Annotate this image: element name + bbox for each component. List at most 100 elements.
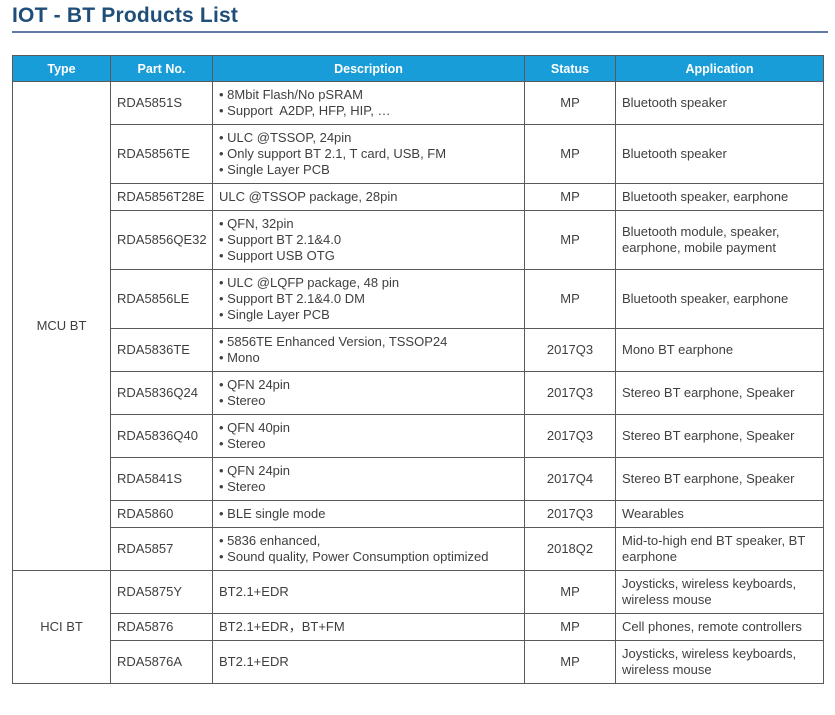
description-line: • Stereo [219, 479, 266, 494]
description-line: • ULC @LQFP package, 48 pin [219, 275, 400, 290]
part-no-cell: RDA5875Y [110, 570, 213, 614]
description-line: • Support BT 2.1&4.0 [219, 232, 342, 247]
application-cell: Stereo BT earphone, Speaker [615, 457, 824, 501]
status-cell: 2017Q4 [524, 457, 616, 501]
description-line: ULC @TSSOP package, 28pin [219, 189, 398, 204]
description-cell: • BLE single mode [212, 500, 525, 528]
description-cell: • 5836 enhanced, • Sound quality, Power C… [212, 527, 525, 571]
description-cell: • QFN, 32pin • Support BT 2.1&4.0 • Suppor… [212, 210, 525, 270]
status-cell: MP [524, 269, 616, 329]
status-cell: MP [524, 613, 616, 641]
table-row: RDA5856QE32 • QFN, 32pin • Support BT 2.1&… [13, 210, 824, 270]
description-line: • Support USB OTG [219, 248, 335, 263]
application-cell: Stereo BT earphone, Speaker [615, 371, 824, 415]
description-line: • ULC @TSSOP, 24pin [219, 130, 352, 145]
type-cell: MCU BT [12, 81, 111, 571]
description-line: • 5856TE Enhanced Version, TSSOP24 [219, 334, 448, 349]
table-row: HCI BT RDA5875Y BT2.1+EDR MP Joysticks, wire… [12, 570, 824, 684]
column-header-part-no: Part No. [110, 55, 213, 82]
status-cell: MP [524, 570, 616, 614]
table-row: RDA5836Q40 • QFN 40pin • Stereo 2017Q3 Stere… [13, 414, 824, 458]
part-no-cell: RDA5860 [110, 500, 213, 528]
description-line: • QFN, 32pin [219, 216, 294, 231]
table-header-row: Type Part No. Description Status Applica… [12, 55, 824, 82]
table-row: RDA5856T28E ULC @TSSOP package, 28pin MP Bl… [13, 183, 824, 211]
part-no-cell: RDA5841S [110, 457, 213, 501]
description-line: • Single Layer PCB [219, 162, 330, 177]
description-cell: BT2.1+EDR [212, 570, 525, 614]
description-line: • QFN 40pin [219, 420, 291, 435]
application-cell: Bluetooth speaker, earphone [615, 269, 824, 329]
page-title: IOT - BT Products List [12, 4, 239, 27]
description-cell: • ULC @TSSOP, 24pin • Only support BT 2.1… [212, 124, 525, 184]
description-cell: • QFN 24pin • Stereo [212, 371, 525, 415]
description-line: BT2.1+EDR，BT+FM [219, 619, 345, 634]
description-cell: • QFN 24pin • Stereo [212, 457, 525, 501]
status-cell: MP [524, 183, 616, 211]
table-row: RDA5856LE • ULC @LQFP package, 48 pin • Su… [13, 269, 824, 329]
page: IOT - BT Products List Type Part No. Des… [0, 4, 835, 715]
part-no-cell: RDA5836TE [110, 328, 213, 372]
status-cell: MP [524, 210, 616, 270]
description-cell: • 5856TE Enhanced Version, TSSOP24 • Mono [212, 328, 525, 372]
status-cell: MP [524, 640, 616, 684]
description-cell: ULC @TSSOP package, 28pin [212, 183, 525, 211]
application-cell: Wearables [615, 500, 824, 528]
description-line: • Support A2DP, HFP, HIP, … [219, 103, 391, 118]
type-cell: HCI BT [12, 570, 111, 684]
description-line: • Single Layer PCB [219, 307, 330, 322]
status-cell: MP [524, 124, 616, 184]
part-no-cell: RDA5836Q24 [110, 371, 213, 415]
application-cell: Stereo BT earphone, Speaker [615, 414, 824, 458]
application-cell: Bluetooth module, speaker, earphone, mob… [615, 210, 824, 270]
application-cell: Mid-to-high end BT speaker, BT earphone [615, 527, 824, 571]
status-cell: 2017Q3 [524, 414, 616, 458]
description-line: BT2.1+EDR [219, 654, 289, 669]
part-no-cell: RDA5876A [110, 640, 213, 684]
description-line: • Stereo [219, 436, 266, 451]
table-row: RDA5836Q24 • QFN 24pin • Stereo 2017Q3 Stere… [13, 371, 824, 415]
part-no-cell: RDA5857 [110, 527, 213, 571]
description-cell: BT2.1+EDR [212, 640, 525, 684]
status-cell: 2017Q3 [524, 371, 616, 415]
table-row: MCU BT RDA5851S • 8Mbit Flash/No pSRAM • Su… [12, 81, 824, 571]
column-header-type: Type [12, 55, 111, 82]
column-header-description: Description [212, 55, 525, 82]
description-cell: • QFN 40pin • Stereo [212, 414, 525, 458]
description-line: • QFN 24pin [219, 463, 291, 478]
part-no-cell: RDA5856QE32 [110, 210, 213, 270]
title-underline: IOT - BT Products List [12, 4, 828, 33]
column-header-application: Application [615, 55, 824, 82]
products-table: Type Part No. Description Status Applica… [12, 55, 824, 684]
application-cell: Joysticks, wireless keyboards, wireless … [615, 640, 824, 684]
part-no-cell: RDA5836Q40 [110, 414, 213, 458]
description-line: • 5836 enhanced, [219, 533, 321, 548]
application-cell: Bluetooth speaker [615, 124, 824, 184]
application-cell: Cell phones, remote controllers [615, 613, 824, 641]
part-no-cell: RDA5856LE [110, 269, 213, 329]
table-row: RDA5857 • 5836 enhanced, • Sound quality, … [13, 527, 824, 571]
column-header-status: Status [524, 55, 616, 82]
description-cell: • 8Mbit Flash/No pSRAM • Support A2DP, HF… [212, 81, 525, 125]
description-line: • BLE single mode [219, 506, 326, 521]
description-line: • 8Mbit Flash/No pSRAM [219, 87, 363, 102]
table-row: RDA5841S • QFN 24pin • Stereo 2017Q4 Stereo … [13, 457, 824, 501]
table-row: RDA5836TE • 5856TE Enhanced Version, TSSO… [13, 328, 824, 372]
description-line: • Mono [219, 350, 260, 365]
application-cell: Joysticks, wireless keyboards, wireless … [615, 570, 824, 614]
application-cell: Bluetooth speaker [615, 81, 824, 125]
description-line: • Support BT 2.1&4.0 DM [219, 291, 365, 306]
description-cell: • ULC @LQFP package, 48 pin • Support BT … [212, 269, 525, 329]
description-line: • Only support BT 2.1, T card, USB, FM [219, 146, 447, 161]
application-cell: Mono BT earphone [615, 328, 824, 372]
status-cell: 2018Q2 [524, 527, 616, 571]
description-line: • QFN 24pin [219, 377, 291, 392]
status-cell: MP [524, 81, 616, 125]
description-cell: BT2.1+EDR，BT+FM [212, 613, 525, 641]
table-row: RDA5876A BT2.1+EDR MP Joysticks, wireless k… [13, 640, 824, 684]
status-cell: 2017Q3 [524, 500, 616, 528]
table-body: MCU BT RDA5851S • 8Mbit Flash/No pSRAM • Su… [12, 81, 824, 684]
status-cell: 2017Q3 [524, 328, 616, 372]
table-row: RDA5876 BT2.1+EDR，BT+FM MP Cell phones, rem… [13, 613, 824, 641]
description-line: • Sound quality, Power Consumption optim… [219, 549, 489, 564]
